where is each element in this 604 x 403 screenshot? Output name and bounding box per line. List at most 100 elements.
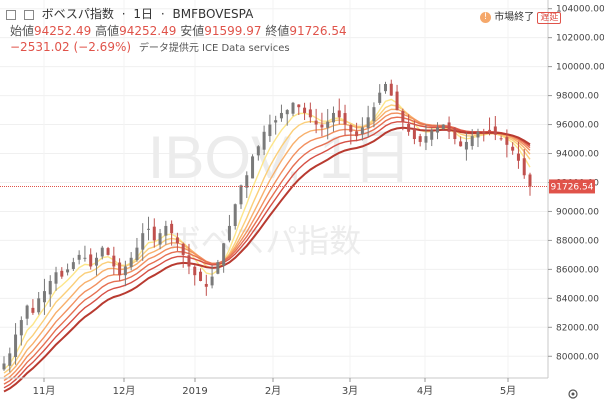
candle-body (210, 276, 214, 286)
candle-body (152, 226, 156, 241)
candle-body (66, 269, 70, 273)
candle-body (511, 146, 515, 151)
x-tick-label: 12月 (113, 385, 136, 397)
candle-body (326, 121, 330, 128)
candle-body (522, 158, 526, 176)
y-tick-label: 102000.00 (556, 34, 604, 44)
candle-body (83, 257, 87, 259)
candle-body (216, 262, 220, 274)
candle-body (118, 262, 122, 276)
candle-body (314, 120, 318, 125)
market-closed-icon: ! (480, 11, 491, 23)
y-tick-label: 80000.00 (556, 352, 599, 362)
close-value: 91726.54 (289, 24, 347, 38)
candle-body (187, 255, 191, 267)
x-tick-label: 11月 (33, 385, 56, 397)
candle-body (129, 257, 133, 267)
series-name: ボベスパ指数 (41, 7, 114, 21)
x-tick-label: 2月 (265, 385, 281, 397)
candle-body (418, 136, 422, 142)
candle-body (349, 125, 353, 132)
high-value: 94252.49 (119, 24, 177, 38)
candle-body (2, 363, 6, 370)
expand-icon[interactable] (6, 9, 16, 20)
y-tick-label: 104000.00 (556, 5, 604, 15)
candle-body (476, 131, 480, 138)
candle-body (505, 137, 509, 145)
settings-icon[interactable] (568, 389, 578, 399)
open-label: 始値 (10, 24, 35, 38)
low-value: 91599.97 (204, 24, 262, 38)
candle-body (14, 334, 18, 358)
open-value: 94252.49 (34, 24, 92, 38)
candle-body (343, 113, 347, 125)
candle-body (233, 204, 237, 226)
candle-body (48, 280, 52, 295)
candle-body (395, 91, 399, 111)
candle-body (147, 228, 151, 230)
compare-icon[interactable] (23, 9, 34, 20)
watermark: IBOV, 1日 ボベスパ指数 (148, 124, 413, 260)
candle-body (100, 247, 104, 257)
candle-body (360, 127, 364, 134)
close-label: 終値 (265, 24, 290, 38)
candle-body (308, 109, 312, 118)
high-label: 高値 (95, 24, 120, 38)
candle-body (274, 120, 278, 123)
low-label: 安値 (180, 24, 205, 38)
data-source: データ提供元 ICE Data services (138, 43, 290, 54)
candle-body (470, 136, 474, 147)
candle-body (193, 266, 197, 276)
y-tick-label: 90000.00 (556, 207, 599, 217)
candle-body (54, 272, 58, 284)
candle-body (19, 320, 23, 336)
candle-body (436, 127, 440, 133)
y-tick-label: 96000.00 (556, 121, 599, 131)
candle-body (355, 131, 359, 137)
candle-body (401, 111, 405, 122)
change-value: −2531.02 (−2.69%) (10, 40, 132, 54)
candle-body (268, 124, 272, 137)
candle-body (42, 291, 46, 303)
y-tick-label: 94000.00 (556, 150, 599, 160)
candle-body (453, 128, 457, 140)
candle-body (77, 254, 81, 260)
candle-body (320, 124, 324, 128)
candle-body (199, 271, 203, 281)
last-price-label: 91726.54 (551, 182, 594, 192)
x-axis: 11月 12月 2019 2月 3月 4月 5月 (0, 377, 548, 397)
y-tick-label: 86000.00 (556, 265, 599, 275)
candle-body (279, 112, 283, 119)
candle-body (516, 153, 520, 161)
interval[interactable]: 1日 (133, 7, 154, 21)
market-status: 市場終了 (494, 12, 535, 23)
candle-body (164, 225, 168, 236)
candle-body (60, 270, 64, 277)
candle-body (94, 257, 98, 266)
watermark-name: ボベスパ指数 (169, 222, 362, 260)
candle-body (251, 156, 255, 179)
y-tick-label: 84000.00 (556, 294, 599, 304)
candle-body (181, 243, 185, 255)
y-tick-label: 82000.00 (556, 323, 599, 333)
candle-body (123, 266, 127, 276)
candle-body (464, 141, 468, 150)
x-tick-label: 5月 (500, 385, 516, 397)
candle-body (141, 233, 145, 250)
candle-body (135, 247, 139, 261)
candle-body (482, 131, 486, 134)
candle-body (291, 102, 295, 114)
y-tick-label: 98000.00 (556, 92, 599, 102)
candle-body (256, 146, 260, 156)
candle-body (493, 126, 497, 135)
candle-body (170, 223, 174, 234)
candle-body (528, 174, 532, 187)
x-tick-label: 2019 (182, 386, 207, 397)
candles (2, 79, 532, 373)
candle-body (8, 353, 12, 366)
candle-body (378, 92, 382, 103)
candle-body (383, 84, 387, 92)
candle-body (499, 138, 503, 140)
candle-body (331, 112, 335, 123)
